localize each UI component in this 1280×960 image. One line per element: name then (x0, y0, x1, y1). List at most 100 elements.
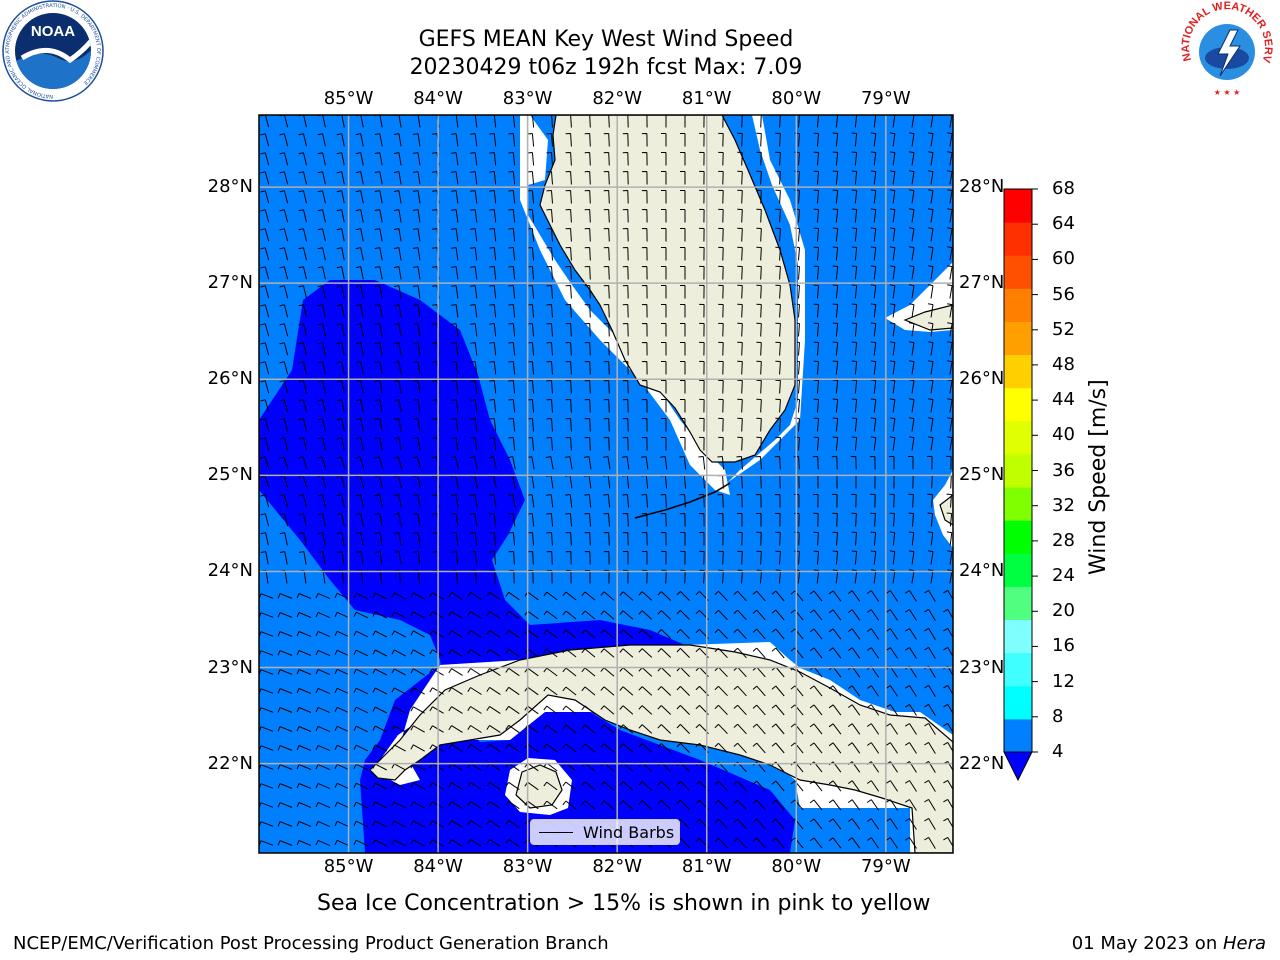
wind-barb (374, 247, 383, 261)
wind-barb (679, 513, 686, 527)
wind-barb (851, 417, 858, 432)
wind-barb (584, 228, 591, 242)
wind-barb (451, 513, 459, 527)
wind-barb (775, 569, 782, 584)
wind-barb (546, 437, 553, 451)
wind-barb (296, 821, 312, 827)
wind-barb (756, 265, 762, 280)
wind-barb (584, 513, 591, 527)
wind-barb (545, 456, 554, 470)
wind-barb (565, 285, 572, 299)
wind-barb (851, 170, 858, 185)
wind-barb (699, 569, 705, 584)
wind-barb (584, 437, 591, 451)
wind-barb (565, 323, 572, 337)
wind-barb (847, 799, 861, 811)
wind-barb (546, 190, 553, 204)
wind-barb (296, 593, 312, 599)
wind-barb (775, 398, 781, 413)
wind-barb (641, 304, 648, 318)
wind-barb (813, 132, 820, 147)
wind-barb (885, 837, 899, 849)
wind-barb (847, 742, 861, 754)
wind-barb (315, 592, 331, 600)
wind-barb (562, 724, 577, 734)
wind-barb (508, 323, 516, 337)
wind-barb (718, 208, 724, 223)
wind-barb (657, 800, 672, 810)
wind-barb (619, 648, 634, 658)
wind-barb (394, 532, 402, 546)
wind-barb (315, 839, 331, 847)
wind-barb (317, 551, 326, 565)
wind-barb (717, 494, 724, 508)
wind-barb (680, 171, 686, 185)
wind-barb (798, 115, 800, 128)
wind-barb (355, 513, 364, 527)
wind-barb (638, 781, 653, 791)
wind-barb (279, 456, 289, 470)
wind-barb (412, 304, 421, 318)
wind-barb (641, 342, 648, 356)
wind-barb (756, 569, 763, 584)
wind-barb (661, 228, 667, 242)
wind-barb (680, 115, 686, 128)
wind-barb (680, 247, 686, 261)
map-frame (258, 114, 954, 854)
wind-barb (412, 437, 421, 451)
wind-barb (355, 361, 364, 375)
wind-barb (928, 265, 934, 280)
wind-barb (809, 609, 823, 621)
wind-barb (393, 380, 402, 394)
wind-barb (394, 551, 402, 565)
wind-barb (448, 725, 463, 733)
wind-barb (813, 531, 819, 546)
wind-barb (298, 380, 307, 394)
wind-barb (565, 266, 572, 280)
wind-barb (813, 170, 820, 185)
wind-barb (467, 744, 482, 752)
wind-barb (889, 246, 896, 261)
wind-barb (641, 361, 648, 375)
wind-barb (451, 133, 459, 147)
wind-barb (391, 744, 406, 752)
wind-barb (828, 685, 842, 697)
wind-barb (851, 189, 858, 204)
wind-barb (832, 569, 839, 584)
wind-barb (391, 839, 406, 847)
wind-barb (336, 418, 345, 432)
wind-barb (489, 190, 497, 204)
wind-barb (619, 800, 634, 810)
wind-barb (277, 707, 293, 713)
wind-barb (353, 801, 369, 809)
wind-barb (756, 398, 762, 413)
wind-barb (943, 798, 953, 810)
wind-barb (584, 361, 591, 375)
lat-label-left: 23°N (207, 656, 253, 678)
wind-barb (924, 684, 936, 697)
wind-barb (391, 782, 406, 790)
wind-barb (622, 133, 629, 147)
wind-barb (638, 800, 653, 810)
wind-barb (641, 532, 648, 546)
wind-barb (336, 266, 345, 280)
wind-barb (584, 323, 591, 337)
lon-label-top: 79°W (860, 88, 911, 109)
wind-barb (885, 780, 899, 792)
wind-barb (638, 629, 653, 639)
wind-barb (641, 418, 648, 432)
wind-barb (718, 341, 724, 356)
wind-barb (676, 705, 690, 715)
wind-barb (638, 610, 653, 620)
wind-barb (889, 493, 895, 508)
wind-barb (336, 399, 345, 413)
colorbar-tick-label: 68 (1052, 178, 1075, 199)
wind-barb (870, 550, 877, 565)
wind-barb (355, 228, 364, 242)
wind-barb (508, 152, 516, 166)
wind-barb (372, 668, 388, 676)
wind-barb (581, 648, 596, 658)
colorbar (1003, 188, 1038, 782)
wind-barb (722, 115, 724, 128)
